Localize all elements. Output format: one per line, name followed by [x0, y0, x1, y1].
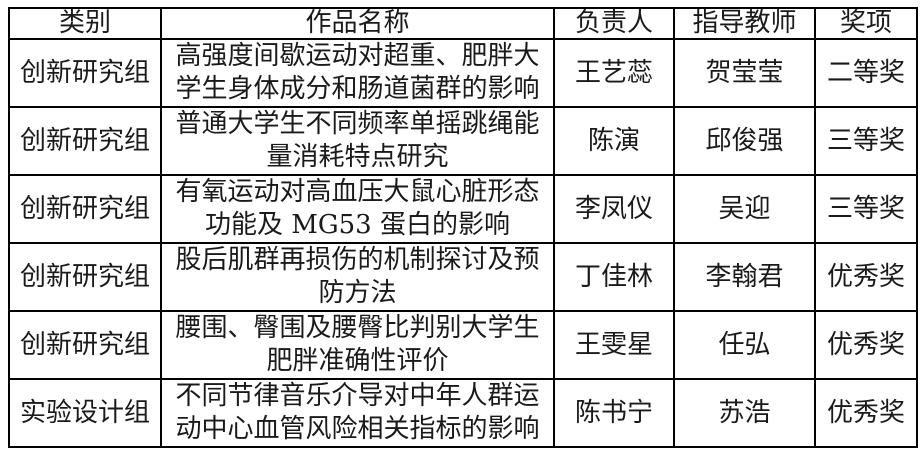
table-row: 创新研究组 有氧运动对高血压大鼠心脏形态功能及 MG53 蛋白的影响 李凤仪 吴…: [8, 174, 918, 244]
cell-leader: 王雯星: [553, 310, 675, 380]
cell-advisor: 任弘: [673, 310, 816, 380]
cell-category: 创新研究组: [8, 174, 162, 244]
cell-title: 股后肌群再损伤的机制探讨及预防方法: [160, 242, 555, 312]
cell-leader: 王艺蕊: [553, 38, 675, 108]
column-header-leader: 负责人: [553, 7, 675, 40]
cell-award: 二等奖: [814, 38, 918, 108]
column-header-category: 类别: [8, 7, 162, 40]
column-header-title: 作品名称: [160, 7, 555, 40]
cell-advisor: 邱俊强: [673, 106, 816, 176]
table-row: 实验设计组 不同节律音乐介导对中年人群运动中心血管风险相关指标的影响 陈书宁 苏…: [8, 378, 918, 448]
cell-advisor: 贺莹莹: [673, 38, 816, 108]
cell-award: 优秀奖: [814, 242, 918, 312]
cell-category: 创新研究组: [8, 310, 162, 380]
cell-advisor: 李翰君: [673, 242, 816, 312]
column-header-advisor: 指导教师: [673, 7, 816, 40]
cell-award: 三等奖: [814, 106, 918, 176]
cell-category: 创新研究组: [8, 106, 162, 176]
table-row: 创新研究组 高强度间歇运动对超重、肥胖大学生身体成分和肠道菌群的影响 王艺蕊 贺…: [8, 38, 918, 108]
cell-leader: 陈书宁: [553, 378, 675, 448]
cell-title: 普通大学生不同频率单摇跳绳能量消耗特点研究: [160, 106, 555, 176]
cell-award: 三等奖: [814, 174, 918, 244]
cell-advisor: 苏浩: [673, 378, 816, 448]
cell-award: 优秀奖: [814, 378, 918, 448]
column-header-award: 奖项: [814, 7, 918, 40]
cell-category: 创新研究组: [8, 38, 162, 108]
cell-award: 优秀奖: [814, 310, 918, 380]
cell-title: 腰围、臀围及腰臀比判别大学生肥胖准确性评价: [160, 310, 555, 380]
table-row: 创新研究组 普通大学生不同频率单摇跳绳能量消耗特点研究 陈演 邱俊强 三等奖: [8, 106, 918, 176]
cell-title: 有氧运动对高血压大鼠心脏形态功能及 MG53 蛋白的影响: [160, 174, 555, 244]
header-row: 类别 作品名称 负责人 指导教师 奖项: [8, 7, 918, 40]
cell-title: 不同节律音乐介导对中年人群运动中心血管风险相关指标的影响: [160, 378, 555, 448]
cell-leader: 丁佳林: [553, 242, 675, 312]
cell-advisor: 吴迎: [673, 174, 816, 244]
cell-category: 实验设计组: [8, 378, 162, 448]
cell-leader: 陈演: [553, 106, 675, 176]
cell-leader: 李凤仪: [553, 174, 675, 244]
awards-table: 类别 作品名称 负责人 指导教师 奖项 创新研究组 高强度间歇运动对超重、肥胖大…: [8, 7, 918, 448]
table-row: 创新研究组 腰围、臀围及腰臀比判别大学生肥胖准确性评价 王雯星 任弘 优秀奖: [8, 310, 918, 380]
cell-category: 创新研究组: [8, 242, 162, 312]
cell-title: 高强度间歇运动对超重、肥胖大学生身体成分和肠道菌群的影响: [160, 38, 555, 108]
table-row: 创新研究组 股后肌群再损伤的机制探讨及预防方法 丁佳林 李翰君 优秀奖: [8, 242, 918, 312]
